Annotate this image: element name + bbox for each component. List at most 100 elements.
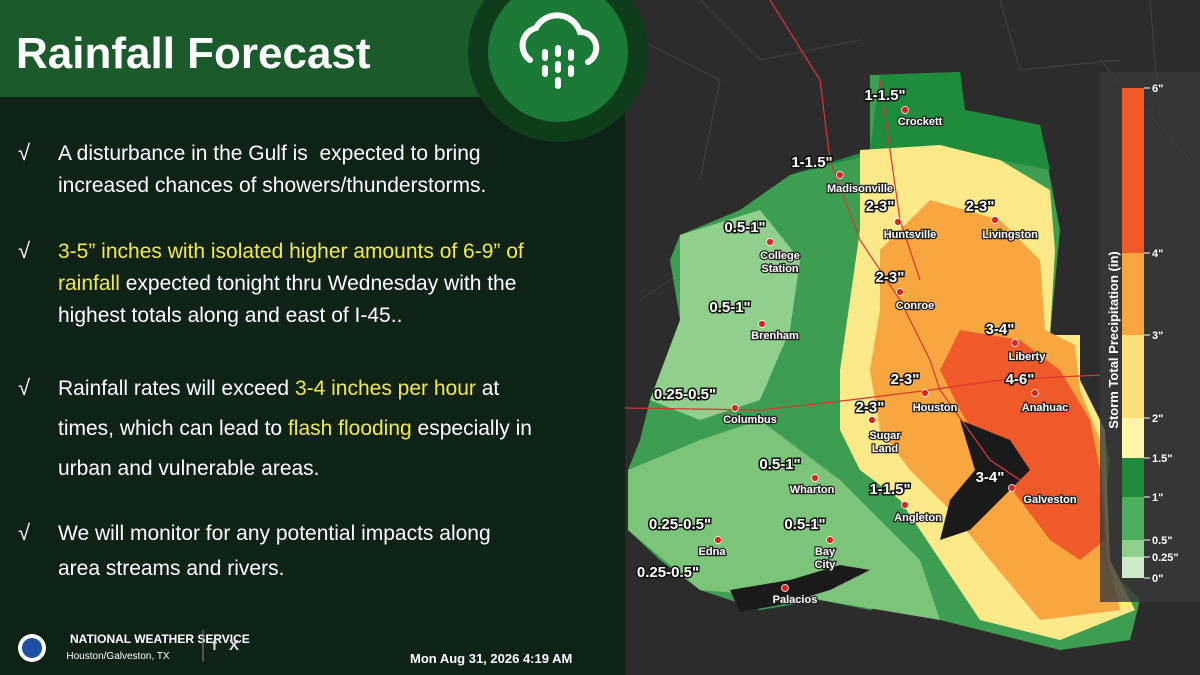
city-dot	[901, 106, 909, 114]
legend-band	[1122, 540, 1144, 557]
rain-amount: 0.25-0.5"	[649, 516, 711, 533]
text: highest totals along and east of I-45..	[58, 304, 402, 327]
city-name: Bay	[815, 546, 836, 558]
rain-amount: 0.5-1"	[724, 219, 765, 236]
bullet-line: We will monitor for any potential impact…	[58, 522, 491, 545]
city-name: Edna	[699, 546, 727, 558]
nws-logo-inner	[22, 638, 42, 658]
bullet-line: area streams and rivers.	[58, 557, 284, 580]
text: especially in	[412, 417, 532, 440]
legend-label: 1"	[1152, 492, 1163, 504]
city-name: Huntsville	[884, 229, 937, 241]
city-name: Crockett	[898, 116, 943, 128]
rain-amount: 0.5-1"	[759, 456, 800, 473]
legend-label: 3"	[1152, 330, 1163, 342]
legend: 6" 4" 3" 2" 1.5" 1" 0.5" 0.25" 0"	[1122, 83, 1179, 585]
agency: NATIONAL WEATHER SERVICE	[70, 632, 250, 646]
text: We will monitor for any potential impact…	[58, 522, 491, 545]
highlight-text: rainfall	[58, 272, 120, 295]
legend-title: Storm Total Precipitation (in)	[1106, 251, 1121, 428]
highlight-text: 3-5” inches with isolated higher amounts…	[58, 240, 524, 263]
highlight-text: flash flooding	[288, 417, 412, 440]
text: area streams and rivers.	[58, 557, 284, 580]
rain-amount: 2-3"	[866, 198, 895, 215]
city-name: Conroe	[896, 300, 935, 312]
rain-amount: 2-3"	[876, 269, 905, 286]
city-dot	[921, 389, 929, 397]
city-dot	[826, 536, 834, 544]
bullet-line: increased chances of showers/thunderstor…	[58, 174, 486, 197]
icon-circle	[488, 0, 628, 122]
rain-amount: 0.5-1"	[709, 299, 750, 316]
rain-amount: 2-3"	[891, 371, 920, 388]
legend-band	[1122, 253, 1144, 335]
city-dot	[896, 288, 904, 296]
text: expected tonight thru Wednesday with the	[120, 272, 517, 295]
city-dot	[894, 218, 902, 226]
highlight-text: 3-4 inches per hour	[295, 377, 476, 400]
text: increased chances of showers/thunderstor…	[58, 174, 486, 197]
map-labels: 1-1.5" Crockett 1-1.5" Madisonville 2-3" Hunt…	[635, 86, 1078, 608]
rain-amount: 0.25-0.5"	[654, 386, 716, 403]
bullet-marker: √	[18, 140, 31, 165]
legend-label: 0"	[1152, 573, 1163, 585]
bullet-line: rainfall expected tonight thru Wednesday…	[58, 272, 516, 295]
social-x[interactable]: X	[229, 637, 239, 654]
rainfall-map	[628, 72, 1140, 650]
legend-band	[1122, 557, 1144, 578]
city-name: Liberty	[1009, 351, 1047, 363]
legend-band	[1122, 88, 1144, 253]
city-name: Houston	[913, 402, 958, 414]
legend-band	[1122, 335, 1144, 418]
text: Rainfall rates will exceed	[58, 377, 295, 400]
legend-band	[1122, 418, 1144, 458]
city-name: Sugar	[869, 430, 901, 442]
rain-amount: 2-3"	[856, 399, 885, 416]
city-dot	[781, 584, 789, 592]
city-name: City	[815, 559, 837, 571]
city-name: Station	[761, 263, 799, 275]
bullet-line: Rainfall rates will exceed 3-4 inches pe…	[58, 377, 499, 400]
text: times, which can lead to	[58, 417, 288, 440]
city-name: Brenham	[751, 330, 799, 342]
city-dot	[731, 404, 739, 412]
rain-amount: 3-4"	[976, 469, 1005, 486]
city-dot	[836, 171, 844, 179]
legend-band	[1122, 458, 1144, 497]
rain-amount: 0.5-1"	[784, 516, 825, 533]
social-facebook[interactable]: f	[212, 637, 218, 654]
rain-amount: 4-6"	[1006, 371, 1035, 388]
city-dot	[991, 216, 999, 224]
legend-label: 1.5"	[1152, 453, 1173, 465]
city-name: Palacios	[773, 594, 818, 606]
timestamp: Mon Aug 31, 2026 4:19 AM	[410, 651, 572, 666]
text: A disturbance in the Gulf is expected to…	[58, 142, 481, 165]
city-name: Angleton	[894, 512, 942, 524]
coast-water	[730, 420, 1030, 612]
title: Rainfall Forecast	[16, 29, 371, 78]
legend-box	[1100, 72, 1200, 602]
legend-label: 2"	[1152, 413, 1163, 425]
city-name: Wharton	[790, 484, 835, 496]
city-dot	[714, 536, 722, 544]
city-dot	[1031, 389, 1039, 397]
city-dot	[901, 501, 909, 509]
bullet-marker: √	[18, 520, 31, 545]
city-name: Columbus	[723, 414, 777, 426]
city-name: Madisonville	[827, 183, 893, 195]
text: at	[476, 377, 500, 400]
text: urban and vulnerable areas.	[58, 457, 320, 480]
legend-label: 0.5"	[1152, 535, 1173, 547]
legend-label: 0.25"	[1152, 552, 1179, 564]
legend-label: 4"	[1152, 248, 1163, 260]
rain-amount: 1-1.5"	[869, 481, 910, 498]
city-dot	[758, 320, 766, 328]
legend-label: 6"	[1152, 83, 1163, 95]
bullet-line: A disturbance in the Gulf is expected to…	[58, 142, 481, 165]
city-name: Land	[872, 443, 898, 455]
rain-amount: 2-3"	[966, 198, 995, 215]
rain-amount: 3-4"	[986, 321, 1015, 338]
city-dot	[811, 474, 819, 482]
